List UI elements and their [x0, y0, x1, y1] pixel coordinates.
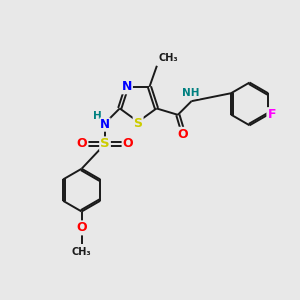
- Text: N: N: [122, 80, 132, 93]
- Text: S: S: [100, 137, 110, 150]
- Text: CH₃: CH₃: [72, 247, 92, 257]
- Text: O: O: [123, 137, 133, 150]
- Text: S: S: [134, 117, 142, 130]
- Text: F: F: [267, 108, 276, 121]
- Text: O: O: [76, 221, 87, 234]
- Text: O: O: [77, 137, 88, 150]
- Text: NH: NH: [182, 88, 199, 98]
- Text: O: O: [178, 128, 188, 141]
- Text: H: H: [93, 111, 101, 121]
- Text: CH₃: CH₃: [159, 53, 178, 63]
- Text: N: N: [100, 118, 110, 131]
